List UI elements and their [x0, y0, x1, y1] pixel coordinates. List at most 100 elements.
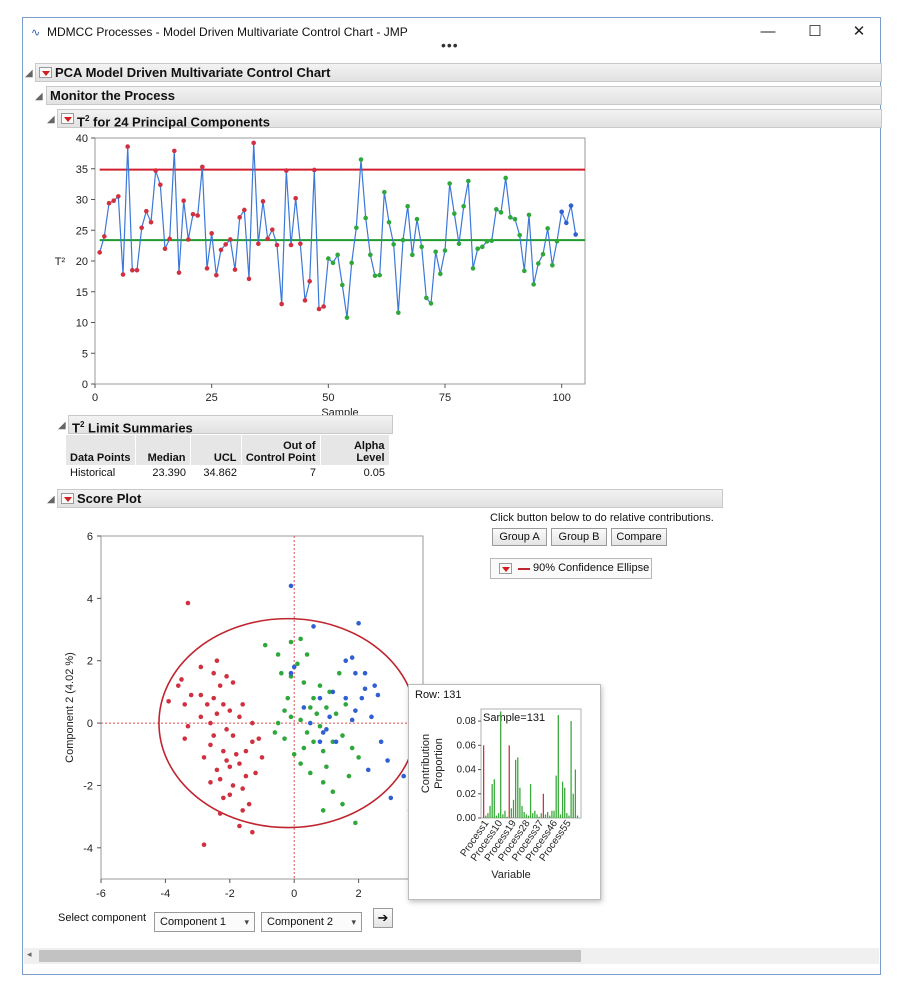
score-point — [227, 708, 233, 713]
score-point — [282, 708, 287, 713]
score-point — [237, 823, 242, 829]
y-axis-label: T² — [55, 256, 66, 268]
ellipse-legend[interactable]: 90% Confidence Ellipse — [490, 558, 652, 579]
select-component-label: Select component — [58, 912, 147, 924]
contribution-bar — [508, 745, 510, 818]
t2-point — [265, 236, 270, 242]
y-tick-label: 0.06 — [457, 740, 477, 751]
score-point — [230, 680, 236, 685]
y-tick-label: 0 — [82, 379, 88, 391]
table-cell: 23.390 — [152, 467, 187, 479]
t2-point — [377, 272, 382, 278]
score-point — [243, 748, 249, 754]
t2-point — [186, 237, 191, 242]
score-point — [185, 723, 191, 729]
score-point — [317, 723, 323, 729]
red-triangle-menu-icon[interactable] — [61, 493, 74, 504]
y-tick-label: 20 — [76, 256, 88, 268]
t2-point — [489, 238, 494, 244]
contribution-bar — [529, 784, 532, 818]
red-triangle-menu-icon[interactable] — [499, 563, 512, 574]
t2-point — [349, 260, 354, 266]
red-triangle-menu-icon[interactable] — [61, 113, 74, 124]
t2-point — [400, 237, 406, 243]
group-a-button[interactable]: Group A — [492, 528, 547, 546]
t2-point — [494, 207, 499, 212]
t2-point — [228, 237, 233, 242]
t2-point — [559, 209, 564, 215]
score-point — [353, 708, 358, 713]
minimize-button[interactable]: — — [760, 23, 776, 40]
t2-point — [167, 236, 172, 242]
score-point — [240, 786, 245, 791]
outline-limit-title: T2 Limit Summaries — [72, 420, 193, 436]
red-triangle-menu-icon[interactable] — [39, 67, 52, 78]
outline-t2-chart: T2 for 24 Principal Components — [57, 109, 882, 129]
t2-point — [344, 315, 350, 320]
disclosure-triangle-icon[interactable]: ◢ — [47, 114, 55, 125]
col-header: Alpha Level — [320, 435, 390, 465]
title-bar: ∿ MDMCC Processes - Model Driven Multiva… — [23, 18, 880, 53]
score-point — [320, 780, 326, 785]
score-point — [298, 761, 303, 766]
t2-point — [158, 182, 163, 188]
horizontal-scrollbar[interactable]: ◂ — [24, 948, 879, 964]
t2-point — [256, 241, 261, 247]
score-point — [343, 702, 349, 707]
component-x-select[interactable]: Component 1 ▾ — [154, 912, 255, 932]
t2-point — [382, 189, 387, 195]
t2-point — [302, 298, 308, 303]
t2-point — [144, 208, 149, 214]
score-point — [230, 733, 236, 738]
compare-button[interactable]: Compare — [611, 528, 667, 546]
maximize-button[interactable]: ☐ — [808, 23, 822, 40]
t2-point — [102, 234, 107, 239]
t2-point — [204, 266, 210, 271]
contribution-bar — [570, 721, 572, 818]
t2-point — [176, 270, 182, 275]
t2-point — [512, 216, 518, 222]
component-y-select[interactable]: Component 2 ▾ — [261, 912, 362, 932]
apply-components-arrow-button[interactable]: ➔ — [373, 908, 393, 928]
limit-summary-table: Data Points Median UCL Out of Control Po… — [66, 435, 390, 481]
scroll-left-icon[interactable]: ◂ — [27, 949, 32, 959]
score-point — [253, 770, 258, 776]
score-point — [179, 677, 184, 682]
score-point — [182, 702, 188, 707]
contribution-bar — [515, 759, 517, 818]
y-tick-label: 6 — [87, 531, 93, 543]
score-point — [333, 739, 339, 745]
t2-point — [508, 215, 513, 220]
t2-point — [419, 244, 424, 250]
group-b-button[interactable]: Group B — [551, 528, 607, 546]
x-tick-label: 0 — [92, 392, 98, 404]
score-point — [311, 695, 316, 701]
table-row: Historical 23.390 34.862 7 0.05 — [66, 465, 389, 481]
disclosure-triangle-icon[interactable]: ◢ — [35, 91, 43, 102]
t2-point — [480, 244, 485, 250]
score-point — [330, 689, 336, 695]
score-point — [288, 714, 294, 720]
y-axis-label-line2: Proportion — [433, 738, 445, 789]
score-point — [359, 695, 365, 701]
disclosure-triangle-icon[interactable]: ◢ — [47, 494, 55, 505]
t2-point — [111, 198, 116, 204]
close-button[interactable]: ✕ — [852, 23, 866, 40]
t2-point — [298, 241, 303, 247]
t2-point — [288, 242, 294, 248]
score-point — [317, 695, 323, 701]
score-point — [308, 770, 313, 776]
score-point — [211, 695, 216, 701]
score-point — [353, 670, 358, 676]
outline-main: PCA Model Driven Multivariate Control Ch… — [35, 63, 882, 82]
t2-point — [106, 200, 112, 206]
disclosure-triangle-icon[interactable]: ◢ — [25, 68, 33, 79]
score-point — [208, 742, 213, 748]
score-point — [324, 705, 329, 710]
contribution-bar — [540, 813, 542, 818]
disclosure-triangle-icon[interactable]: ◢ — [58, 420, 66, 431]
t2-point — [148, 219, 154, 225]
toolbar-grip-icon[interactable]: ••• — [441, 37, 459, 53]
scrollbar-thumb[interactable] — [39, 950, 581, 962]
t2-point — [410, 252, 415, 258]
